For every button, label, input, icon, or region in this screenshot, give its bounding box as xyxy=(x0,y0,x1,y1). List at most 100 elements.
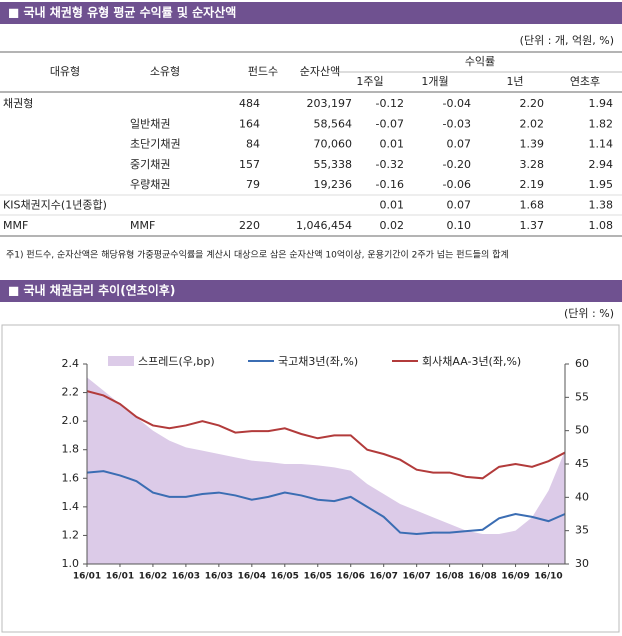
table-cell: 1.39 xyxy=(520,138,545,151)
table-cell: 초단기채권 xyxy=(130,138,181,151)
column-header: 1개월 xyxy=(421,75,448,88)
y2-tick-label: 45 xyxy=(575,457,589,470)
y-tick-label: 1.4 xyxy=(62,500,80,513)
note: 주1) 펀드수, 순자산액은 해당유형 가중평균수익률을 계산시 대상으로 삼은… xyxy=(6,249,509,261)
table-cell: 2.02 xyxy=(520,117,545,130)
table-cell: 84 xyxy=(246,138,260,151)
x-tick-label: 16/08 xyxy=(435,572,463,582)
table-cell: -0.20 xyxy=(443,158,471,171)
table-cell: -0.06 xyxy=(443,178,471,191)
y-tick-label: 1.8 xyxy=(62,443,80,456)
column-header: 펀드수 xyxy=(248,65,278,78)
table-cell: 2.94 xyxy=(589,158,614,171)
table-cell: 58,564 xyxy=(314,117,353,130)
table-cell: MMF xyxy=(3,219,28,232)
column-header: 1주일 xyxy=(356,74,383,88)
table-cell: 164 xyxy=(239,117,260,130)
y-tick-label: 2.0 xyxy=(62,414,80,427)
table-cell: 2.20 xyxy=(520,97,545,110)
legend-label: 국고채3년(좌,%) xyxy=(278,355,358,368)
table-cell: 1.68 xyxy=(520,199,545,212)
x-tick-label: 16/05 xyxy=(304,572,332,582)
series-line xyxy=(86,390,566,480)
table-cell: -0.12 xyxy=(376,97,404,110)
x-tick-label: 16/08 xyxy=(468,572,496,582)
x-tick-label: 16/07 xyxy=(370,572,398,582)
x-tick-label: 16/04 xyxy=(238,572,266,582)
table-cell: 1.94 xyxy=(589,97,614,110)
section-title: ■ 국내 채권형 유형 평균 수익률 및 순자산액 xyxy=(8,5,236,20)
series-line xyxy=(86,470,566,536)
table-cell: 3.28 xyxy=(520,158,545,171)
x-tick-label: 16/03 xyxy=(205,572,233,582)
table-cell: -0.32 xyxy=(376,158,404,171)
column-header: 순자산액 xyxy=(300,65,340,78)
table-cell: 484 xyxy=(239,97,260,110)
column-header: 대유형 xyxy=(50,65,80,78)
table-cell: -0.04 xyxy=(443,97,471,110)
table-cell: 1.37 xyxy=(520,219,545,232)
column-header: 연초후 xyxy=(570,75,600,88)
table-cell: 0.01 xyxy=(380,138,405,151)
table-cell: 0.02 xyxy=(380,219,405,232)
section-title: ■ 국내 채권금리 추이(연초이후) xyxy=(8,283,175,298)
table-cell: KIS채권지수(1년종합) xyxy=(3,199,107,212)
table-cell: 79 xyxy=(246,178,260,191)
y2-tick-label: 30 xyxy=(575,557,589,570)
table-cell: 220 xyxy=(239,219,260,232)
y2-tick-label: 55 xyxy=(575,390,589,403)
x-tick-label: 16/06 xyxy=(337,572,365,582)
table-cell: 일반채권 xyxy=(130,116,170,130)
table-cell: -0.03 xyxy=(443,117,471,130)
table-cell: -0.07 xyxy=(376,117,404,130)
table-cell: 1.08 xyxy=(589,219,614,232)
table-cell: 0.07 xyxy=(447,199,472,212)
x-tick-label: 16/02 xyxy=(139,572,167,582)
x-tick-label: 16/01 xyxy=(73,572,101,582)
table-cell: 55,338 xyxy=(314,158,353,171)
table-cell: 2.19 xyxy=(520,178,545,191)
table-cell: 157 xyxy=(239,158,260,171)
y-tick-label: 1.0 xyxy=(62,557,80,570)
y-tick-label: 1.2 xyxy=(62,528,80,541)
unit-label: (단위 : 개, 억원, %) xyxy=(520,34,614,47)
table-cell: 우량채권 xyxy=(130,178,170,191)
table-cell: -0.16 xyxy=(376,178,404,191)
chart-frame xyxy=(1,324,620,633)
column-header: 1년 xyxy=(506,75,523,88)
y2-tick-label: 40 xyxy=(575,490,589,503)
table-cell: 0.10 xyxy=(447,219,472,232)
y-tick-label: 1.6 xyxy=(62,471,80,484)
section-bar xyxy=(0,280,622,302)
table-cell: 19,236 xyxy=(314,178,353,191)
spread-area xyxy=(87,377,565,564)
y2-tick-label: 50 xyxy=(575,424,589,437)
table-cell: 203,197 xyxy=(307,97,353,110)
table-cell: 70,060 xyxy=(314,138,353,151)
column-header: 소유형 xyxy=(150,65,180,78)
x-tick-label: 16/01 xyxy=(106,572,134,582)
table-cell: 1.38 xyxy=(589,199,614,212)
y-tick-label: 2.2 xyxy=(62,386,80,399)
table-cell: MMF xyxy=(130,219,155,232)
x-tick-label: 16/07 xyxy=(402,572,430,582)
table-cell: 채권형 xyxy=(3,97,33,110)
y-tick-label: 2.4 xyxy=(62,357,80,370)
legend-label: 회사채AA-3년(좌,%) xyxy=(422,355,521,368)
y2-tick-label: 35 xyxy=(575,524,589,537)
y2-tick-label: 60 xyxy=(575,357,589,370)
table-cell: 1.82 xyxy=(589,117,614,130)
section-bar xyxy=(0,2,622,24)
table-cell: 1,046,454 xyxy=(296,219,352,232)
x-tick-label: 16/03 xyxy=(172,572,200,582)
legend-swatch xyxy=(108,356,134,366)
unit-label: (단위 : %) xyxy=(564,307,614,320)
table-cell: 1.95 xyxy=(589,178,614,191)
table-cell: 0.01 xyxy=(380,199,405,212)
table-cell: 0.07 xyxy=(447,138,472,151)
x-tick-label: 16/09 xyxy=(501,572,529,582)
x-tick-label: 16/05 xyxy=(271,572,299,582)
x-tick-label: 16/10 xyxy=(534,572,562,582)
table-cell: 중기채권 xyxy=(130,158,170,171)
